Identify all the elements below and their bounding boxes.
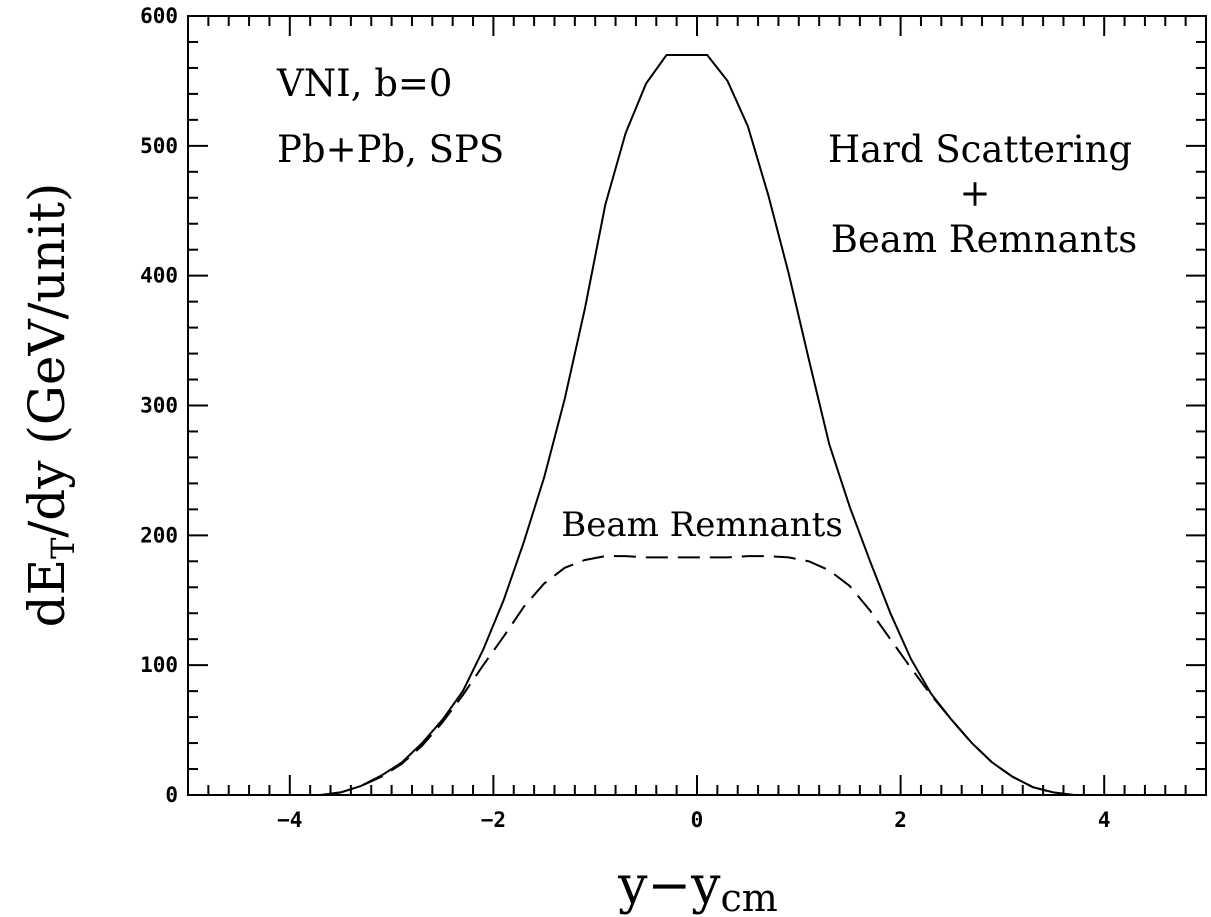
y-tick-label: 0 bbox=[165, 783, 178, 807]
annotation-beam-remnants: Beam Remnants bbox=[561, 505, 843, 545]
y-axis-title-group: dET/dy (GeV/unit) bbox=[18, 183, 82, 628]
y-tick-label: 200 bbox=[140, 523, 178, 547]
x-tick-label: 4 bbox=[1098, 808, 1111, 832]
y-tick-label: 600 bbox=[140, 4, 178, 28]
x-tick-label: −4 bbox=[277, 808, 302, 832]
y-tick-label: 400 bbox=[140, 264, 178, 288]
axis-tick-labels: −4 −2 0 2 4 0 100 200 300 400 500 600 bbox=[140, 4, 1110, 832]
x-tick-label: −2 bbox=[481, 808, 506, 832]
plot-frame bbox=[187, 15, 1207, 796]
x-axis-title-sub: cm bbox=[721, 876, 778, 917]
series-beam-remnants-line bbox=[300, 555, 1206, 796]
annotation-hard-scattering: Hard Scattering bbox=[828, 128, 1132, 171]
y-tick-label: 100 bbox=[140, 653, 178, 677]
annotation-vni: VNI, b=0 bbox=[276, 62, 452, 105]
annotation-plus: + bbox=[959, 172, 990, 215]
y-axis-title-sub: T bbox=[44, 537, 82, 559]
y-axis-title-main: dE bbox=[18, 559, 76, 628]
curves bbox=[300, 54, 1206, 796]
y-tick-label: 500 bbox=[140, 134, 178, 158]
y-axis-title: dET/dy (GeV/unit) bbox=[18, 183, 82, 628]
y-axis-title-rest: /dy (GeV/unit) bbox=[18, 183, 76, 538]
x-tick-label: 0 bbox=[691, 808, 704, 832]
x-axis-title-main: y−y bbox=[617, 856, 721, 916]
y-tick-label: 300 bbox=[140, 394, 178, 418]
x-tick-label: 2 bbox=[894, 808, 907, 832]
annotation-pbpb: Pb+Pb, SPS bbox=[277, 128, 504, 171]
x-axis-title: y−ycm bbox=[617, 856, 778, 917]
series-total-line bbox=[300, 54, 1206, 796]
annotation-hard-beam-remnants: Beam Remnants bbox=[831, 218, 1137, 261]
